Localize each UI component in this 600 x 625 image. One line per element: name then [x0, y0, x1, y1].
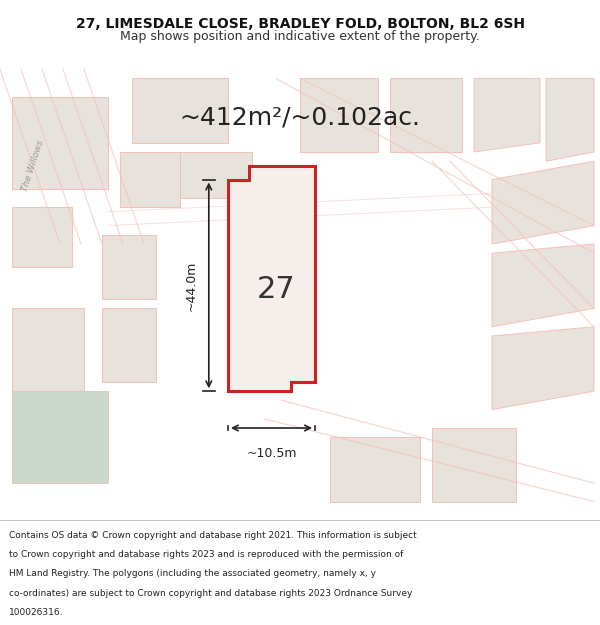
- Polygon shape: [390, 78, 462, 152]
- Text: 27: 27: [257, 276, 295, 304]
- Text: to Crown copyright and database rights 2023 and is reproduced with the permissio: to Crown copyright and database rights 2…: [9, 550, 403, 559]
- Text: HM Land Registry. The polygons (including the associated geometry, namely x, y: HM Land Registry. The polygons (includin…: [9, 569, 376, 578]
- Text: The Willows: The Willows: [20, 139, 46, 192]
- Polygon shape: [102, 308, 156, 382]
- Polygon shape: [330, 438, 420, 502]
- Text: Map shows position and indicative extent of the property.: Map shows position and indicative extent…: [120, 30, 480, 43]
- Polygon shape: [180, 152, 252, 198]
- Polygon shape: [12, 391, 108, 483]
- Text: Contains OS data © Crown copyright and database right 2021. This information is : Contains OS data © Crown copyright and d…: [9, 531, 417, 539]
- Text: 100026316.: 100026316.: [9, 608, 64, 618]
- Polygon shape: [432, 428, 516, 502]
- Polygon shape: [12, 97, 108, 189]
- Polygon shape: [12, 208, 72, 267]
- Polygon shape: [228, 166, 315, 391]
- Polygon shape: [12, 308, 84, 391]
- Text: ~44.0m: ~44.0m: [184, 260, 197, 311]
- Polygon shape: [492, 244, 594, 327]
- Polygon shape: [300, 78, 378, 152]
- Polygon shape: [102, 235, 156, 299]
- Polygon shape: [546, 78, 594, 161]
- Text: co-ordinates) are subject to Crown copyright and database rights 2023 Ordnance S: co-ordinates) are subject to Crown copyr…: [9, 589, 412, 598]
- Polygon shape: [120, 152, 180, 208]
- Polygon shape: [474, 78, 540, 152]
- Polygon shape: [492, 327, 594, 409]
- Text: ~412m²/~0.102ac.: ~412m²/~0.102ac.: [179, 106, 421, 129]
- Text: ~10.5m: ~10.5m: [247, 447, 297, 460]
- Polygon shape: [492, 161, 594, 244]
- Polygon shape: [132, 78, 228, 142]
- Text: 27, LIMESDALE CLOSE, BRADLEY FOLD, BOLTON, BL2 6SH: 27, LIMESDALE CLOSE, BRADLEY FOLD, BOLTO…: [76, 17, 524, 31]
